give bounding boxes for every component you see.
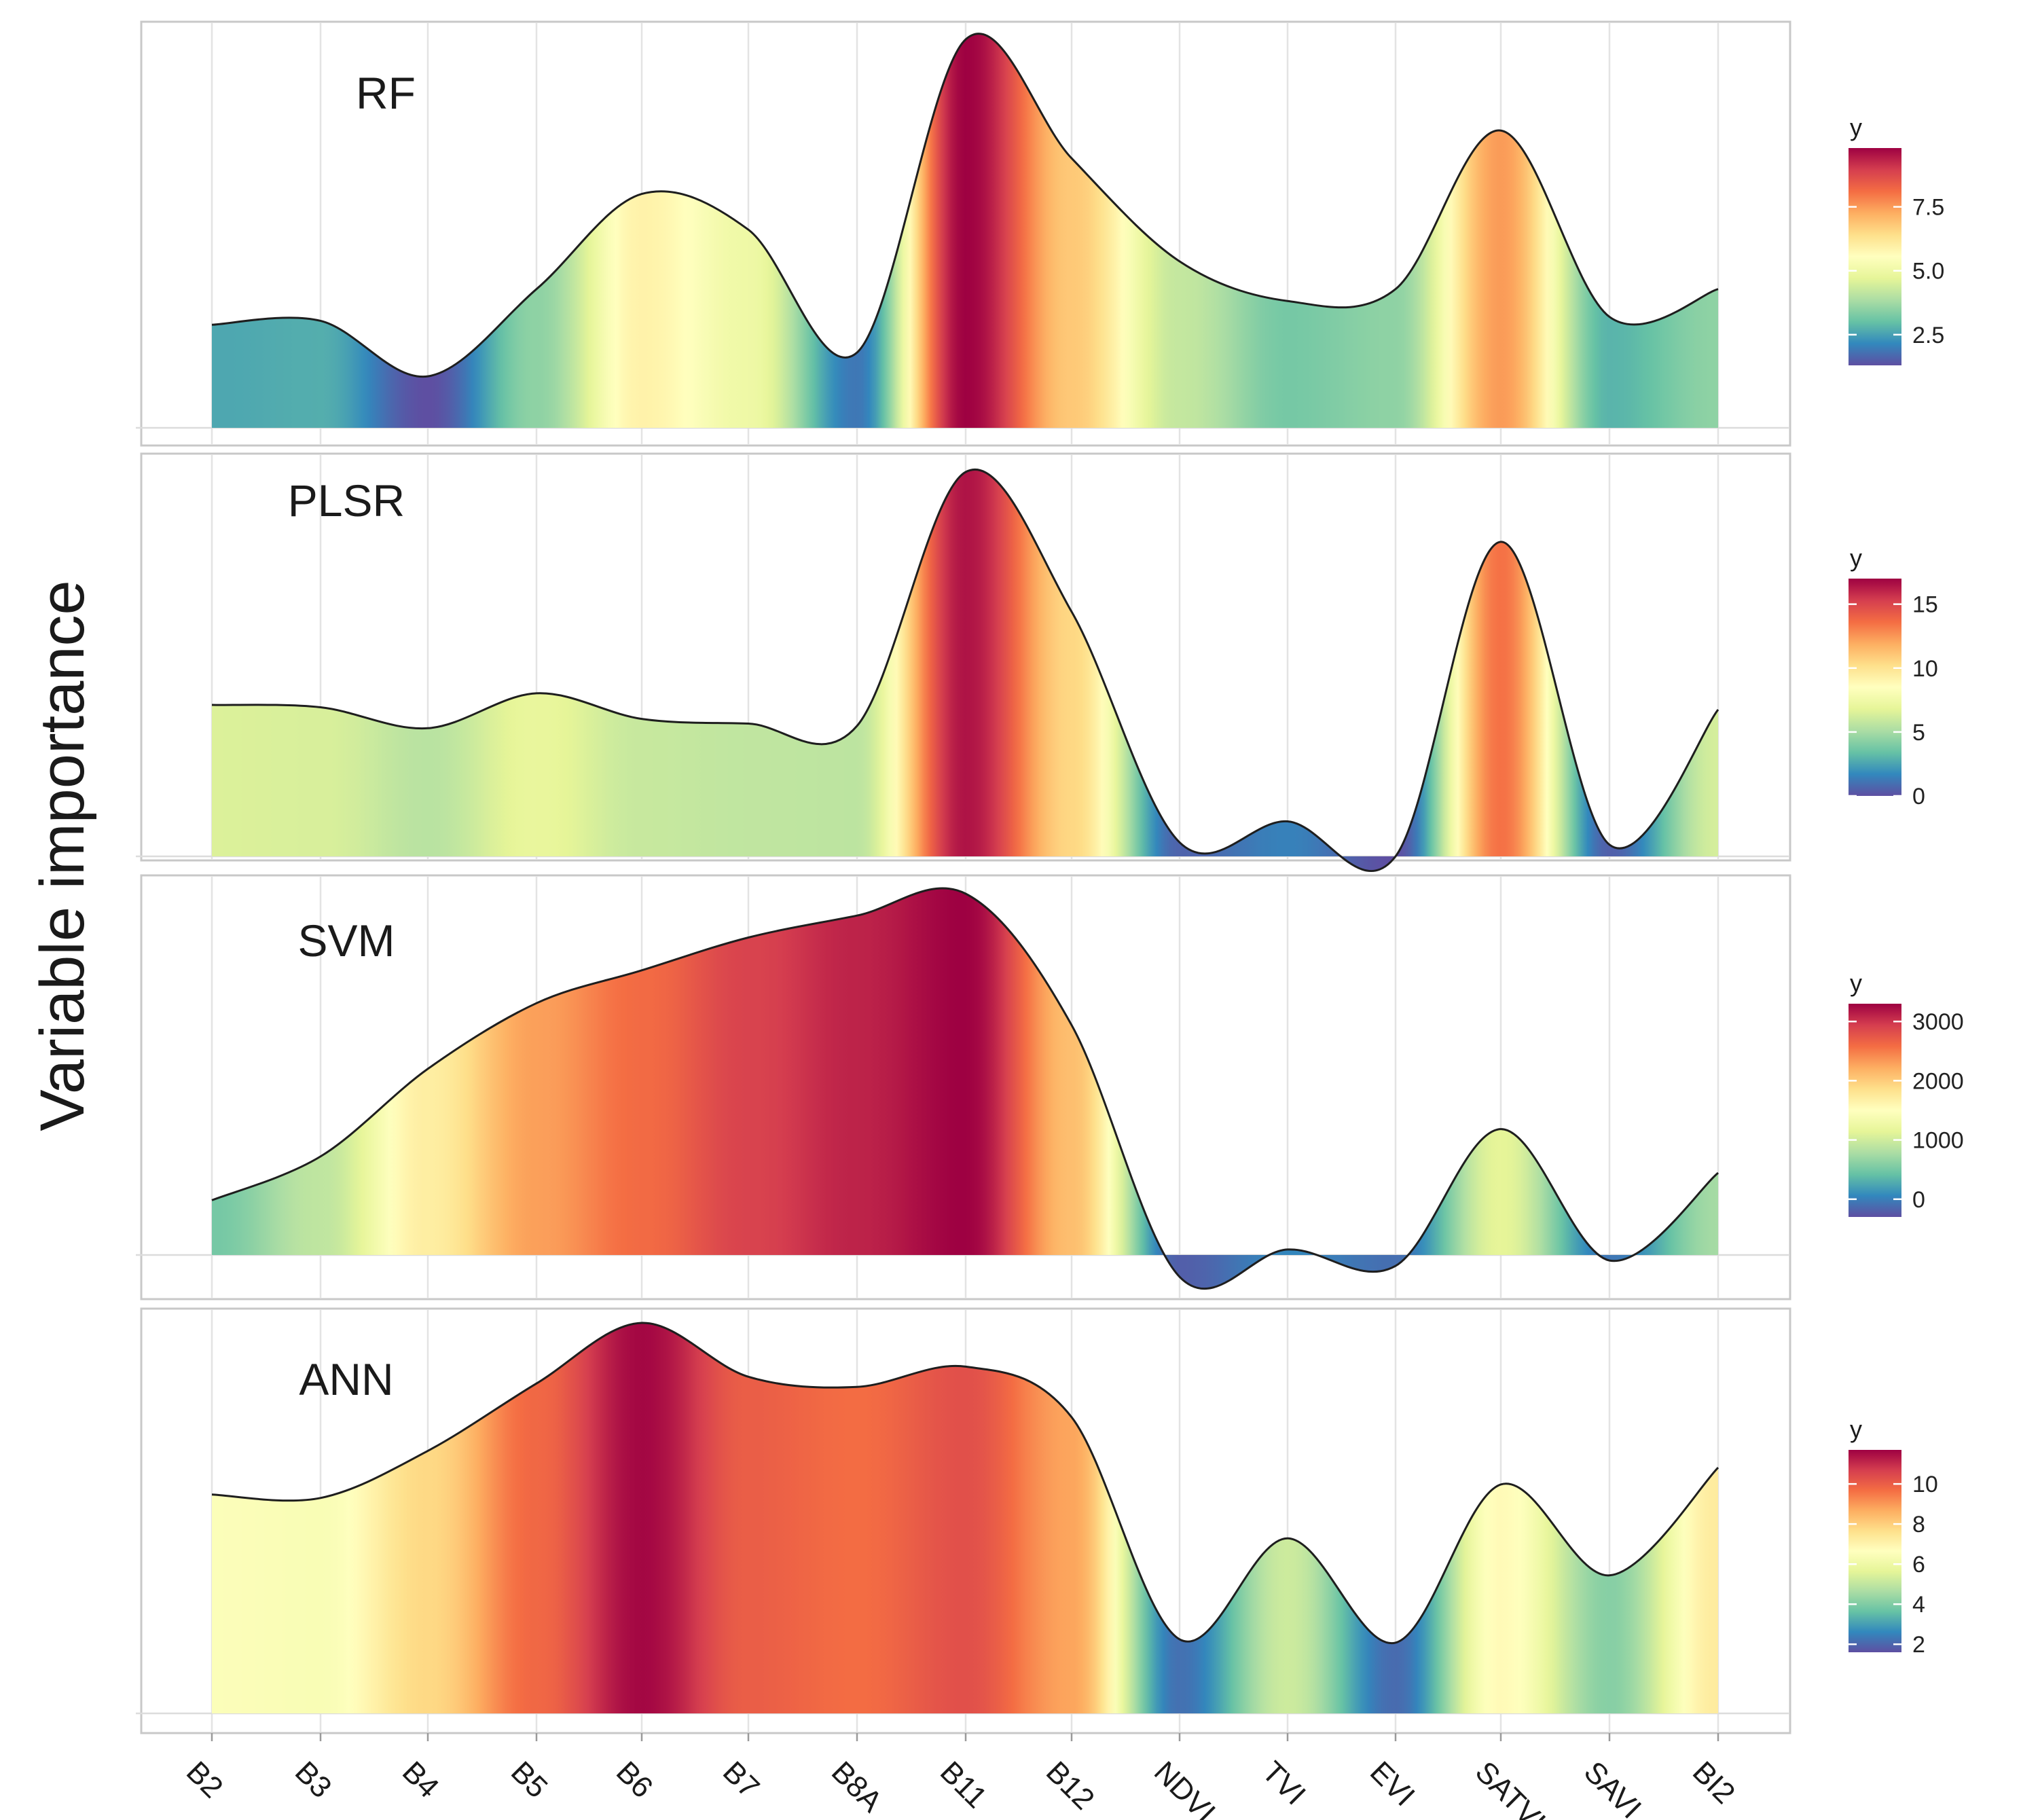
x-tick-label-b7: B7 — [716, 1755, 766, 1804]
line-plsr — [211, 469, 1719, 873]
x-tick-label-b8a: B8A — [825, 1755, 889, 1819]
panel-frame — [140, 20, 1791, 447]
x-tick-label-bi2: BI2 — [1686, 1755, 1741, 1810]
legend-svm: y 0 1000 2000 3000 — [1849, 969, 1964, 1217]
area-svm — [212, 888, 1718, 1289]
legend-rf: y 2.5 5.0 7.5 — [1849, 113, 1944, 365]
colorbar-rf — [1849, 148, 1901, 365]
legend-tick-label: 7.5 — [1912, 195, 1944, 221]
line-rf — [211, 33, 1719, 378]
x-tick-label-b11: B11 — [934, 1755, 994, 1815]
legend-tick-label: 10 — [1912, 1472, 1938, 1497]
x-tick-label-b4: B4 — [396, 1755, 445, 1804]
area-plsr — [212, 469, 1718, 871]
x-tick-label-b6: B6 — [610, 1755, 659, 1804]
panel-label-rf: RF — [356, 68, 416, 118]
x-tick-label-b3: B3 — [289, 1755, 338, 1804]
panels-group: RF y 2.5 5.0 7.5 PLSR y 0 5 10 15 SVM y 0 1000 2000 3000… — [136, 20, 1964, 1734]
legend-plsr: y 0 5 10 15 — [1849, 544, 1938, 809]
x-tick-label-evi: EVI — [1364, 1755, 1421, 1813]
panel-label-svm: SVM — [297, 915, 395, 966]
y-axis-label: Variable importance — [28, 580, 97, 1131]
x-tick-label-satvi: SATVI — [1469, 1755, 1552, 1820]
legend-tick-label: 4 — [1912, 1592, 1925, 1618]
legend-tick-label: 0 — [1912, 1187, 1925, 1213]
legend-tick-label: 0 — [1912, 784, 1925, 809]
panel-rf: RF y 2.5 5.0 7.5 — [136, 20, 1944, 447]
legend-tick-label: 8 — [1912, 1512, 1925, 1537]
colorbar-svm — [1849, 1004, 1901, 1217]
line-ann — [211, 1322, 1719, 1644]
panel-label-plsr: PLSR — [288, 475, 405, 526]
legend-tick-label: 2 — [1912, 1632, 1925, 1658]
x-tick-label-ndvi: NDVI — [1148, 1755, 1222, 1820]
legend-tick-label: 2.5 — [1912, 323, 1944, 348]
x-axis: B2 B3 B4 B5 B6 B7 B8A B11 B12 NDVI TVI EVI SATVI SAVI… — [180, 1733, 1741, 1820]
legend-tick-label: 1000 — [1912, 1128, 1964, 1154]
panel-plsr: PLSR y 0 5 10 15 — [136, 452, 1938, 873]
colorbar-ann — [1849, 1450, 1901, 1652]
legend-tick-label: 5.0 — [1912, 259, 1944, 285]
panel-frame — [140, 874, 1791, 1300]
legend-title: y — [1850, 969, 1862, 997]
line-svm — [211, 887, 1719, 1290]
legend-tick-label: 3000 — [1912, 1009, 1964, 1035]
panel-ann: ANN y 2 4 6 8 10 — [136, 1307, 1938, 1734]
legend-tick-label: 5 — [1912, 720, 1925, 746]
legend-title: y — [1850, 1415, 1862, 1443]
area-rf — [212, 33, 1718, 429]
colorbar-plsr — [1849, 579, 1901, 796]
legend-tick-label: 6 — [1912, 1552, 1925, 1578]
legend-tick-label: 10 — [1912, 656, 1938, 682]
x-tick-label-savi: SAVI — [1578, 1755, 1647, 1820]
area-ann — [212, 1322, 1718, 1713]
x-tick-label-tvi: TVI — [1256, 1755, 1312, 1811]
panel-svm: SVM y 0 1000 2000 3000 — [136, 874, 1964, 1300]
legend-ann: y 2 4 6 8 10 — [1849, 1415, 1938, 1658]
legend-title: y — [1850, 113, 1862, 141]
panel-label-ann: ANN — [299, 1354, 393, 1404]
legend-tick-label: 15 — [1912, 592, 1938, 618]
legend-tick-label: 2000 — [1912, 1068, 1964, 1094]
x-tick-label-b12: B12 — [1040, 1755, 1101, 1816]
x-tick-label-b2: B2 — [180, 1755, 230, 1804]
panel-frame — [140, 452, 1791, 862]
legend-title: y — [1850, 544, 1862, 572]
x-tick-label-b5: B5 — [505, 1755, 554, 1804]
